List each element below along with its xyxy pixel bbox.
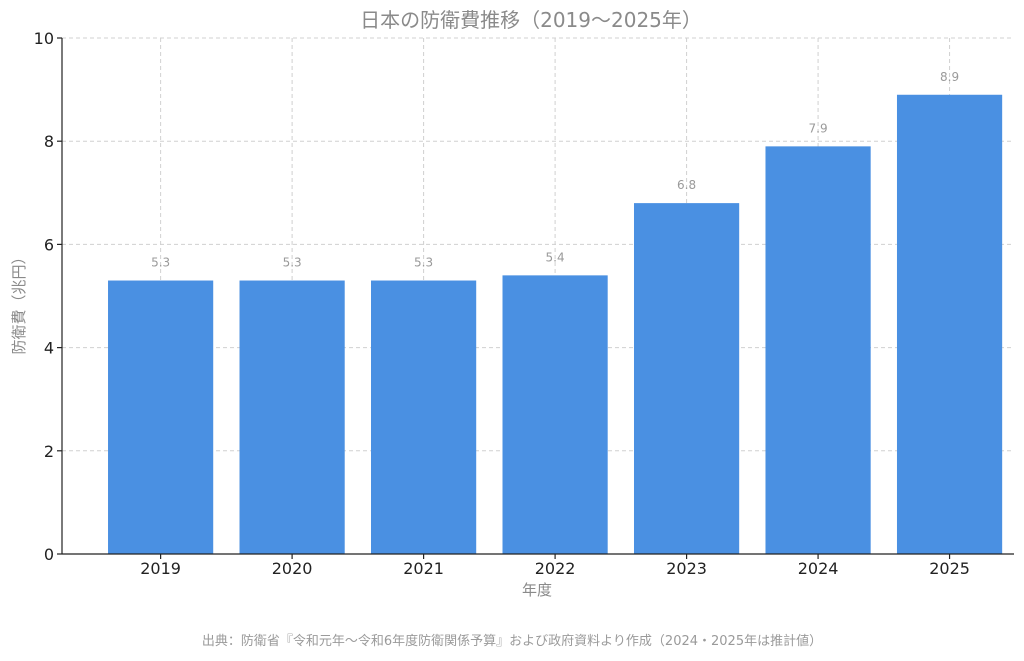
data-labels-layer: 5.3 5.3 5.3 5.4 6.8 7.9 8.9 [151,70,959,270]
chart-title: 日本の防衛費推移（2019〜2025年） [360,8,702,32]
data-label: 5.3 [414,256,433,270]
source-note: 出典：防衛省『令和元年〜令和6年度防衛関係予算』および政府資料より作成（2024… [202,633,822,649]
data-label: 5.3 [283,256,302,270]
bars-layer [108,94,1003,555]
data-label: 7.9 [809,121,828,135]
bar-2019 [108,280,214,554]
x-tick-label: 2019 [140,559,181,578]
x-tick-label: 2025 [929,559,970,578]
data-label: 8.9 [940,70,959,84]
y-tick-label: 4 [44,339,54,358]
x-tick-label: 2023 [666,559,707,578]
x-tick-label: 2024 [798,559,839,578]
bar-2022 [502,275,608,554]
y-tick-label: 10 [34,29,54,48]
x-tick-label: 2022 [535,559,576,578]
x-tick-label: 2021 [403,559,444,578]
y-tick-label: 0 [44,545,54,564]
y-tick-label: 2 [44,442,54,461]
data-label: 5.4 [546,250,565,264]
bar-2020 [239,280,345,554]
bar-2024 [765,146,871,555]
y-tick-label: 8 [44,132,54,151]
axes-layer [61,38,1014,555]
y-axis-label: 防衛費（兆円） [10,249,28,354]
data-label: 6.8 [677,178,696,192]
bar-2021 [371,280,477,554]
x-tick-label: 2020 [272,559,313,578]
ticks-layer: 0 2 4 6 8 10 2019 2020 2021 2022 2023 2024 2025 [34,29,970,578]
data-label: 5.3 [151,256,170,270]
y-tick-label: 6 [44,235,54,254]
bar-2025 [896,94,1003,554]
x-axis-label: 年度 [522,581,552,599]
bar-2023 [633,203,740,554]
